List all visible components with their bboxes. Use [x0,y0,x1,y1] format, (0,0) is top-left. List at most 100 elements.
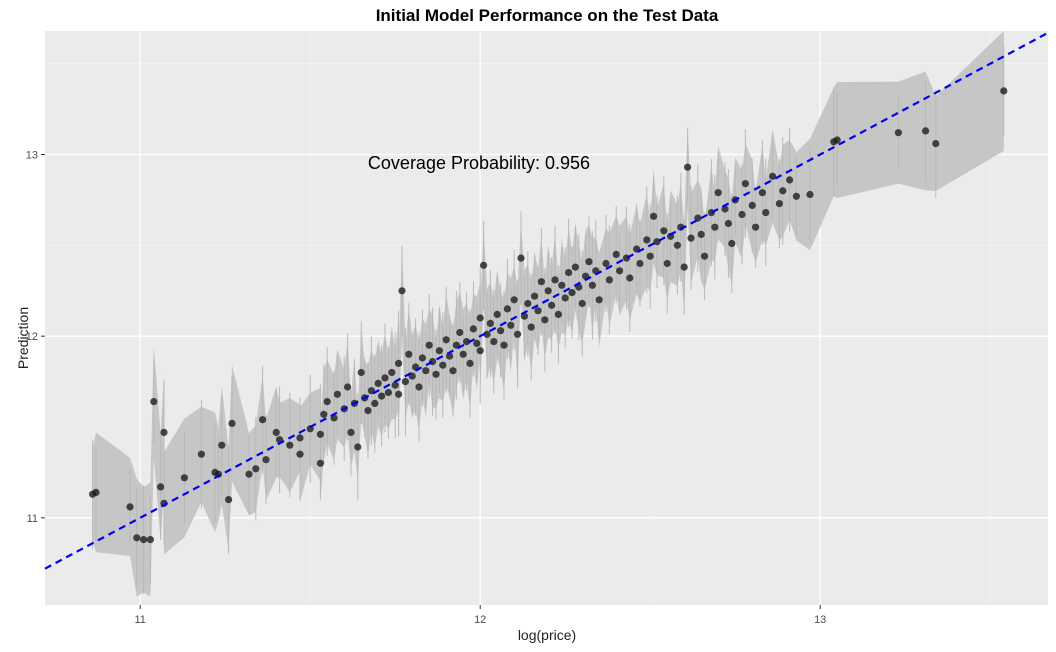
reference-line-group [44,31,1049,570]
reference-line [44,31,1049,570]
data-point [357,368,365,377]
data-point [643,236,651,244]
data-point [544,287,552,295]
data-point [786,176,794,184]
data-point [371,399,379,407]
data-point [197,450,205,458]
data-point [588,281,597,289]
data-point [272,428,280,436]
data-point [432,370,440,378]
data-point [738,210,746,219]
data-point [558,281,566,289]
data-point [459,350,467,358]
data-point [663,259,671,268]
data-point [425,341,433,349]
data-point [527,323,535,331]
data-point [728,239,736,248]
data-point [497,327,505,335]
data-point [344,383,352,391]
data-point [296,450,304,458]
data-point [483,330,491,338]
x-tick-label: 13 [814,614,826,626]
data-point [612,250,620,258]
data-point [697,230,705,238]
data-point [286,441,294,449]
data-point [578,299,586,308]
x-tick-label: 12 [474,614,486,626]
x-tick-label: 11 [134,614,145,626]
data-point [585,258,593,266]
data-point [320,410,328,418]
data-point [490,338,498,346]
data-point [456,328,464,337]
data-point [616,267,624,275]
data-point [439,361,447,369]
data-point [922,127,930,135]
data-point [493,310,501,318]
data-point [384,388,392,397]
data-point [347,428,355,436]
data-point [537,278,546,286]
data-point [442,336,450,344]
data-point [554,310,563,318]
data-point [228,419,236,427]
data-point [534,307,542,315]
data-point [486,319,494,327]
data-point [150,398,158,406]
axis-ticks: 11 12 13 11 12 13 [26,150,827,626]
data-point [711,223,719,231]
data-point [894,129,903,137]
data-point [374,379,382,387]
data-point [531,292,539,300]
data-point [565,269,573,277]
data-point [605,276,614,284]
data-point [296,434,304,442]
data-point [548,301,556,309]
data-point [476,347,484,355]
data-point [463,338,471,346]
data-point [157,483,165,491]
minor-gridlines [45,31,1048,605]
data-point [259,416,267,424]
coverage-annotation: Coverage Probability: 0.956 [368,153,590,173]
data-point [218,441,226,449]
data-point [323,398,331,406]
y-tick-label: 12 [26,331,38,343]
data-point [748,201,756,209]
y-tick-label: 11 [27,513,38,525]
data-point [595,296,603,304]
data-point [541,316,549,324]
data-point [714,189,722,197]
data-point [354,443,362,451]
data-point [480,261,488,269]
data-point [561,294,569,302]
data-point [650,212,658,220]
data-point [752,223,760,231]
data-point [779,187,787,195]
data-point [687,234,695,242]
data-point [660,227,668,235]
data-point [405,350,413,358]
data-point [680,263,688,271]
data-point [435,347,443,355]
data-point [636,259,644,268]
data-point [418,354,426,362]
data-point [395,359,403,367]
data-point [684,163,692,171]
data-point [476,314,484,322]
chart-title: Initial Model Performance on the Test Da… [375,6,719,25]
data-point [571,263,580,271]
data-point [806,190,814,199]
data-point [762,209,770,217]
data-point [391,381,399,389]
data-point [422,367,430,375]
data-point [602,259,610,268]
data-point [741,180,750,188]
data-point [126,503,134,511]
data-point [551,276,559,284]
data-point [626,274,634,282]
data-point [262,456,270,464]
data-point [724,219,733,228]
data-point [769,172,777,180]
